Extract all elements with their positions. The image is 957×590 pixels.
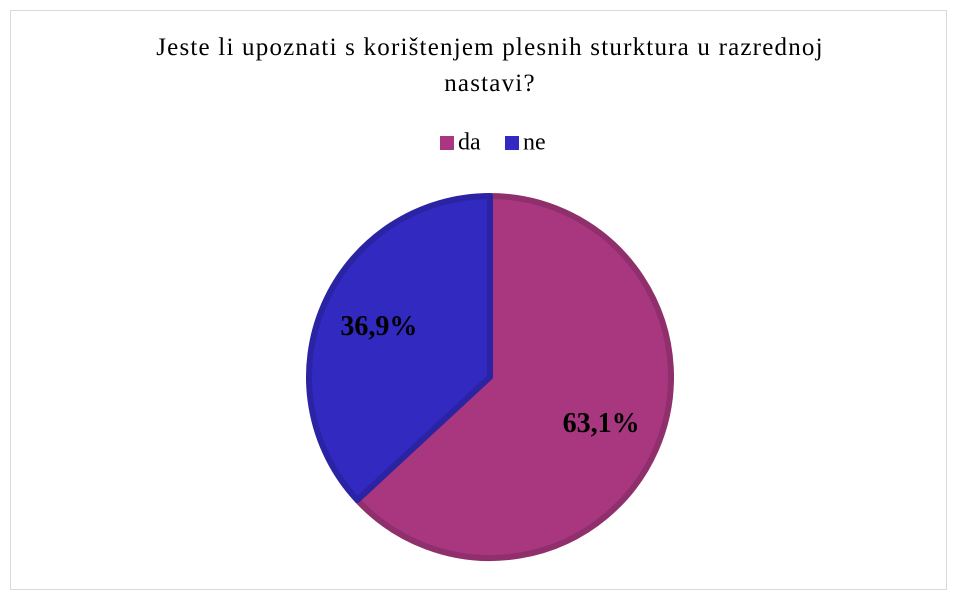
legend-label: ne <box>523 130 546 156</box>
pie-slice <box>354 193 674 561</box>
pie-slice <box>306 193 493 504</box>
legend-label: da <box>458 130 481 156</box>
data-label: 63,1% <box>563 408 640 439</box>
data-label: 36,9% <box>340 311 417 342</box>
legend-swatch <box>505 136 519 150</box>
legend-swatch <box>440 136 454 150</box>
chart-title: Jeste li upoznati s korištenjem plesnih … <box>156 34 824 97</box>
